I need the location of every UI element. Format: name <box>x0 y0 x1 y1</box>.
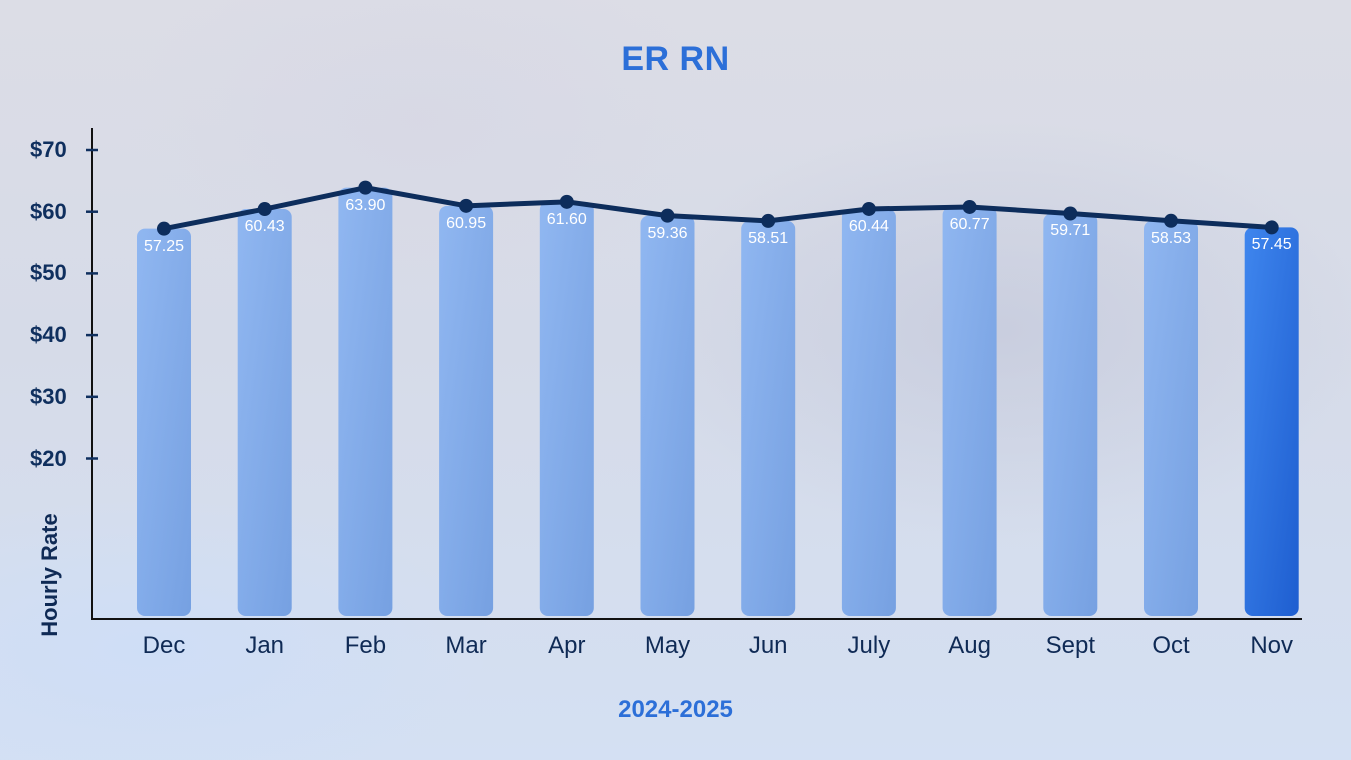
line-marker <box>559 194 574 209</box>
line-marker <box>1264 220 1279 235</box>
line-marker <box>1063 206 1078 221</box>
y-axis-tick-marks <box>86 148 98 460</box>
x-tick-label: Nov <box>1250 632 1294 659</box>
data-label: 57.45 <box>1251 236 1292 254</box>
y-tick-label: $60 <box>30 198 67 224</box>
x-tick-label: Feb <box>344 632 387 659</box>
bar-oct <box>1144 220 1198 616</box>
line-marker <box>257 202 272 217</box>
bar-aug <box>942 206 997 616</box>
x-tick-label: Mar <box>445 632 487 659</box>
x-tick-label: Sept <box>1045 632 1095 659</box>
bar-apr <box>539 201 594 616</box>
y-tick-label: $20 <box>30 445 67 471</box>
bar-may <box>640 215 695 616</box>
x-tick-label: Aug <box>948 632 991 659</box>
x-tick-label: Oct <box>1152 632 1190 659</box>
x-tick-label: Jan <box>245 632 285 659</box>
bar-jun <box>741 220 796 616</box>
line-marker <box>660 208 675 223</box>
x-tick-label: May <box>644 632 691 659</box>
bar-dec <box>137 228 191 617</box>
bar-mar <box>439 205 494 616</box>
data-label: 58.53 <box>1150 229 1192 247</box>
data-label: 58.51 <box>748 229 789 247</box>
bar-jan <box>237 209 292 616</box>
x-tick-label: Jun <box>748 632 788 659</box>
data-label: 63.90 <box>345 196 386 214</box>
bar-feb <box>338 187 393 616</box>
y-tick-label: $30 <box>30 383 67 409</box>
line-marker <box>761 213 776 228</box>
bar-sept <box>1043 213 1098 616</box>
data-label: 61.60 <box>546 210 587 228</box>
data-label: 57.25 <box>143 237 185 255</box>
line-marker <box>358 180 373 195</box>
data-label: 60.43 <box>244 218 285 236</box>
data-label: 60.44 <box>848 217 889 235</box>
y-tick-label: $50 <box>30 260 67 286</box>
data-label: 60.77 <box>949 215 990 233</box>
y-tick-label: $70 <box>30 137 67 162</box>
bar-july <box>841 208 896 616</box>
chart-title: ER RN <box>621 40 730 78</box>
line-marker <box>459 198 474 213</box>
bar-series <box>137 187 1299 617</box>
x-tick-label: July <box>847 632 891 659</box>
line-marker <box>1164 213 1178 228</box>
line-marker <box>962 199 977 214</box>
bar-nov <box>1244 227 1299 616</box>
data-label: 59.36 <box>647 224 688 242</box>
line-marker <box>157 221 171 236</box>
line-marker <box>861 201 876 216</box>
x-tick-label: Dec <box>142 632 186 659</box>
data-label: 60.95 <box>446 214 487 232</box>
x-axis-label: 2024-2025 <box>618 696 733 723</box>
data-label: 59.71 <box>1050 222 1091 240</box>
x-tick-label: Apr <box>548 632 586 659</box>
y-tick-label: $40 <box>30 322 67 348</box>
trend-line <box>163 185 1272 232</box>
line-series <box>157 180 1279 236</box>
